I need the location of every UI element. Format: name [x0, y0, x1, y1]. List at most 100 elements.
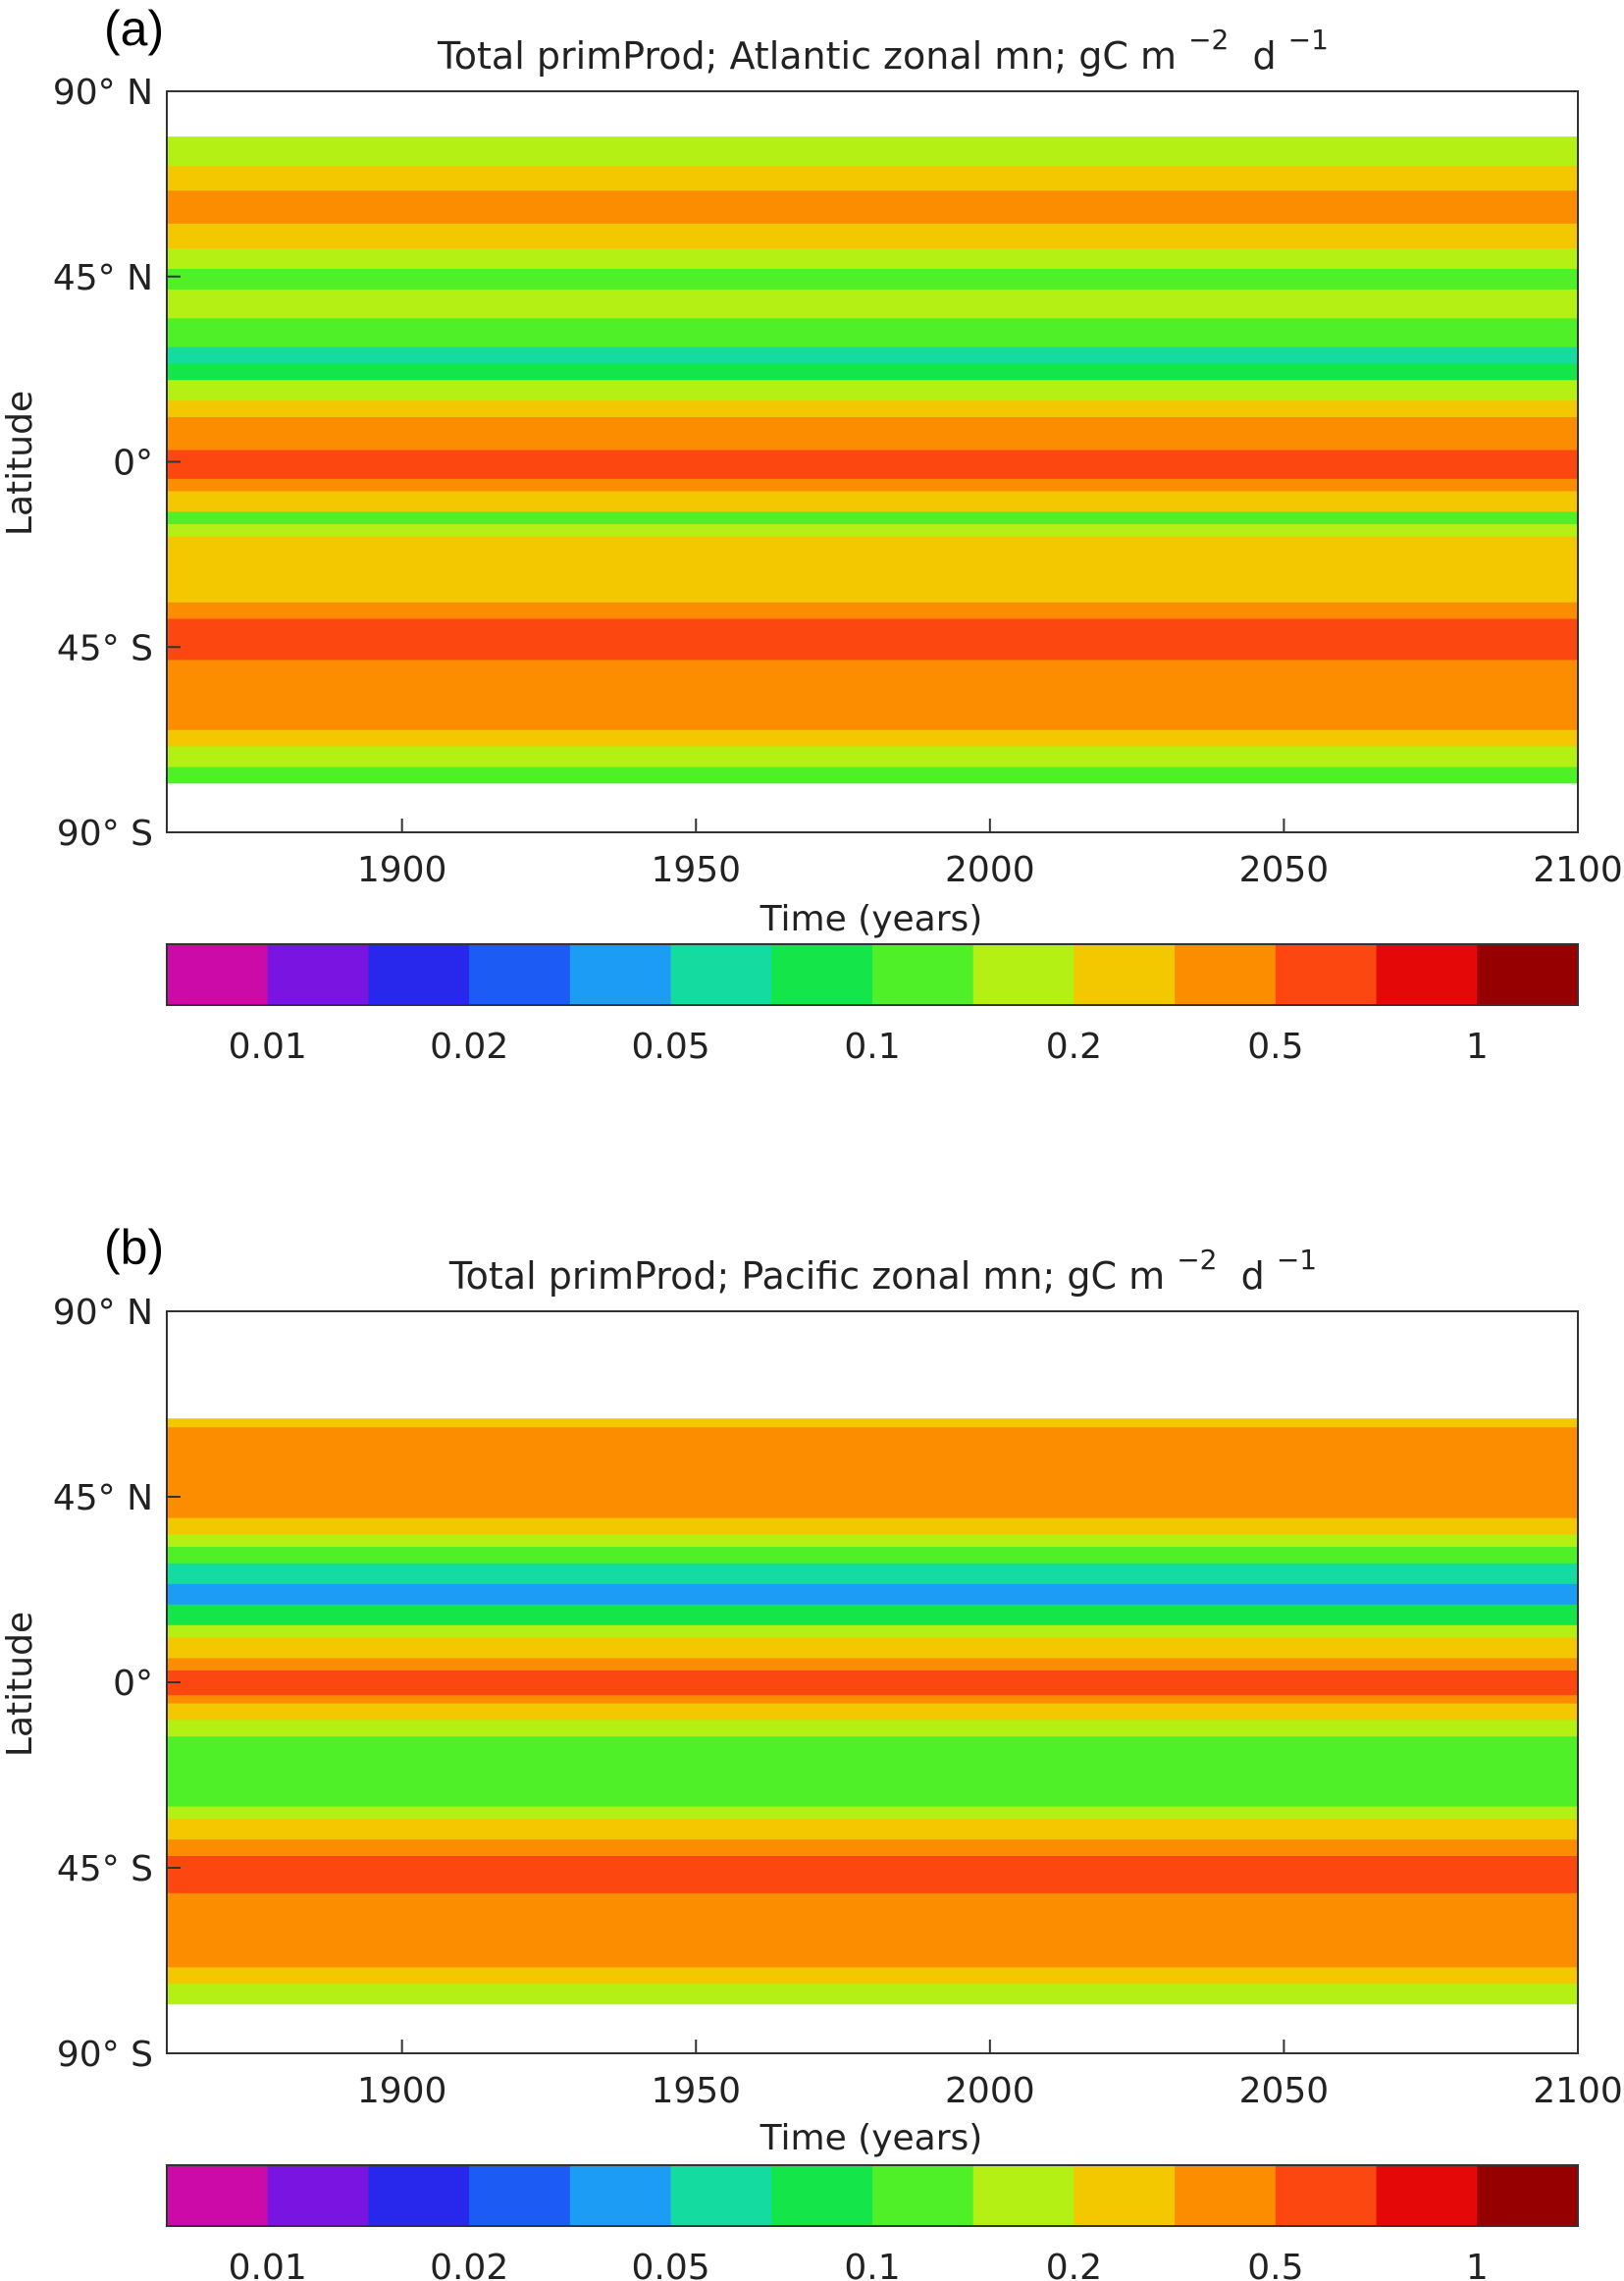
- y-tick-label: 45° N: [53, 258, 153, 298]
- y-tick-label: 90° N: [53, 1293, 153, 1333]
- heatmap-band: [167, 536, 1578, 603]
- heatmap-band: [167, 675, 1578, 730]
- colorbar-swatch: [569, 2165, 672, 2226]
- heatmap-band: [167, 449, 1578, 479]
- heatmap-band: [167, 1806, 1578, 1820]
- x-tick-label: 2000: [945, 2071, 1035, 2111]
- colorbar-swatch: [569, 944, 672, 1005]
- heatmap-band: [167, 1426, 1578, 1518]
- panel-b: (b) Total primProd; Pacific zonal mn; gC…: [0, 1220, 1623, 2281]
- x-tick-label: 2050: [1239, 850, 1330, 890]
- x-tick-label: 1900: [357, 850, 447, 890]
- x-tick-label: 2050: [1239, 2071, 1330, 2111]
- colorbar-tick-label: 0.01: [229, 1027, 307, 1067]
- heatmap-band: [167, 399, 1578, 417]
- x-axis-label: Time (years): [760, 2118, 983, 2158]
- y-tick-label: 90° S: [57, 2035, 153, 2075]
- chart-title: Total primProd; Atlantic zonal mn; gC m …: [437, 15, 1329, 78]
- heatmap-band: [167, 1517, 1578, 1535]
- colorbar-frame: [166, 2164, 1579, 2227]
- colorbar-swatch: [368, 2165, 470, 2226]
- title-superscript: −1: [1288, 24, 1329, 56]
- colorbar-tick-label: 0.1: [844, 1027, 900, 1067]
- heatmap-band: [167, 247, 1578, 269]
- x-tick-label: 1900: [357, 2071, 447, 2111]
- heatmap-band: [167, 490, 1578, 512]
- heatmap-band: [167, 1670, 1578, 1696]
- heatmap-band: [167, 268, 1578, 290]
- colorbar-swatch: [1376, 2165, 1478, 2226]
- heatmap-band: [167, 362, 1578, 381]
- y-axis: 90° N 45° N 0° 45° S 90° S: [53, 1293, 181, 2075]
- colorbar-swatch: [1175, 2165, 1277, 2226]
- y-tick-label: 0°: [113, 444, 153, 484]
- title-unit-d: d: [1241, 1254, 1265, 1298]
- heatmap-band: [167, 1604, 1578, 1625]
- colorbar-swatch: [267, 2165, 369, 2226]
- heatmap-band: [167, 165, 1578, 191]
- colorbar-tick-label: 1: [1466, 2248, 1489, 2281]
- y-axis-label: Latitude: [0, 1612, 40, 1757]
- colorbar-tick-label: 0.2: [1046, 2248, 1102, 2281]
- heatmap-area: [167, 1418, 1578, 2005]
- heatmap-band: [167, 379, 1578, 401]
- heatmap-band: [167, 766, 1578, 784]
- title-unit-d: d: [1252, 34, 1276, 78]
- colorbar-swatch: [1275, 2165, 1378, 2226]
- heatmap-band: [167, 659, 1578, 677]
- heatmap-area: [167, 136, 1578, 784]
- colorbar-swatch: [670, 944, 772, 1005]
- heatmap-band: [167, 346, 1578, 364]
- y-tick-label: 45° N: [53, 1478, 153, 1518]
- colorbar-tick-label: 0.05: [631, 1027, 709, 1067]
- heatmap-band: [167, 1983, 1578, 2005]
- heatmap-band: [167, 317, 1578, 347]
- colorbar: 0.01 0.02 0.05 0.1 0.2 0.5 1: [166, 2164, 1579, 2281]
- title-superscript: −2: [1188, 24, 1229, 56]
- colorbar-swatch: [1477, 2165, 1579, 2226]
- colorbar-swatch: [267, 944, 369, 1005]
- heatmap-band: [167, 478, 1578, 492]
- heatmap-band: [167, 729, 1578, 747]
- heatmap-band: [167, 289, 1578, 319]
- colorbar-tick-label: 0.2: [1046, 1027, 1102, 1067]
- colorbar-tick-label: 0.1: [844, 2248, 900, 2281]
- panel-label: (a): [104, 1, 164, 56]
- heatmap-band: [167, 602, 1578, 619]
- colorbar-swatch: [670, 2165, 772, 2226]
- heatmap-band: [167, 1418, 1578, 1428]
- colorbar-swatch: [469, 2165, 571, 2226]
- colorbar-tick-label: 0.02: [430, 1027, 508, 1067]
- colorbar-swatch: [1477, 944, 1579, 1005]
- colorbar-swatch: [167, 944, 269, 1005]
- colorbar-tick-label: 0.5: [1247, 2248, 1303, 2281]
- x-axis: 1900 1950 2000 2050 2100: [357, 2040, 1623, 2111]
- heatmap-band: [167, 1838, 1578, 1856]
- title-superscript: −1: [1277, 1244, 1317, 1276]
- heatmap-band: [167, 1533, 1578, 1547]
- x-tick-label: 1950: [651, 2071, 741, 2111]
- colorbar-swatch: [872, 2165, 974, 2226]
- heatmap-band: [167, 136, 1578, 167]
- colorbar-swatch: [1275, 944, 1378, 1005]
- x-axis-label: Time (years): [760, 899, 983, 939]
- heatmap-band: [167, 416, 1578, 451]
- heatmap-band: [167, 1855, 1578, 1893]
- heatmap-band: [167, 223, 1578, 248]
- colorbar-tick-label: 0.02: [430, 2248, 508, 2281]
- heatmap-band: [167, 1966, 1578, 1985]
- colorbar-swatch: [1376, 944, 1478, 1005]
- heatmap-band: [167, 1892, 1578, 1968]
- y-tick-label: 90° N: [53, 73, 153, 113]
- y-axis-label: Latitude: [0, 391, 40, 536]
- colorbar-tick-label: 0.01: [229, 2248, 307, 2281]
- y-tick-label: 90° S: [57, 814, 153, 854]
- heatmap-band: [167, 1719, 1578, 1737]
- colorbar-swatch: [771, 2165, 873, 2226]
- panel-a: (a) Total primProd; Atlantic zonal mn; g…: [0, 1, 1623, 1067]
- x-axis: 1900 1950 2000 2050 2100: [357, 819, 1623, 890]
- y-tick-label: 45° S: [57, 628, 153, 668]
- colorbar-swatch: [469, 944, 571, 1005]
- heatmap-band: [167, 1546, 1578, 1564]
